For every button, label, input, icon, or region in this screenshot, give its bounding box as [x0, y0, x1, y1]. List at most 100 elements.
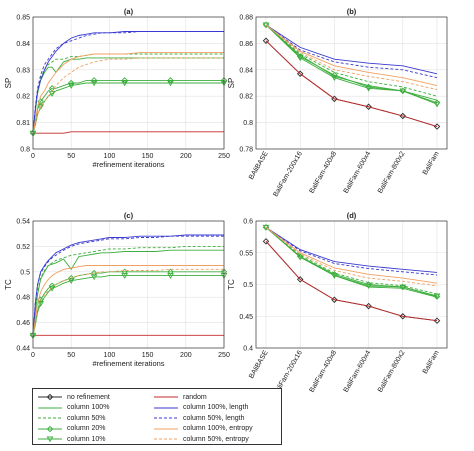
legend-label: column 100%, entropy	[183, 425, 253, 432]
series-line-column-100-entropy	[32, 265, 224, 336]
x-tick-label: 150	[142, 352, 154, 359]
y-tick-label: 0.83	[16, 67, 30, 74]
legend-label: column 50%, entropy	[183, 435, 249, 443]
legend-label: no refinement	[67, 393, 110, 401]
series-line-column-100-entropy	[265, 24, 438, 87]
series-line-column-100-length	[265, 24, 438, 75]
legend-item-no-refinement: no refinement	[37, 392, 110, 402]
marker-column-20	[167, 268, 174, 276]
series-line-column-100	[32, 249, 224, 336]
axes-frame	[255, 220, 448, 349]
y-axis-label: SP	[4, 78, 13, 89]
legend-label: column 50%	[67, 414, 106, 422]
marker-column-10	[167, 273, 174, 279]
y-axis-label: SP	[227, 78, 236, 89]
y-tick-label: 0.8	[20, 147, 30, 154]
series-line-column-100-length	[32, 234, 224, 336]
axes-frame	[32, 220, 225, 349]
y-axis-label: TC	[4, 279, 13, 290]
legend-swatch	[154, 417, 178, 419]
legend-swatch	[38, 425, 62, 432]
marker-column-10	[399, 284, 407, 291]
series-line-column-50-entropy	[265, 24, 438, 91]
legend-swatch	[38, 407, 62, 408]
series-line-column-20	[32, 79, 224, 134]
series-line-random	[33, 131, 224, 134]
legend-item-random: random	[153, 392, 207, 402]
x-tick-label: BaliFam-800x2	[377, 349, 407, 393]
marker-column-10	[90, 274, 98, 281]
y-tick-label: 0.84	[16, 41, 30, 48]
x-tick-label: BaliFam-200x16	[272, 150, 304, 198]
x-tick-label: BAliBASE	[248, 150, 270, 181]
x-tick-label: 250	[218, 352, 230, 359]
x-tick-label: BaliFam-400x8	[309, 150, 339, 194]
marker-column-10	[167, 80, 174, 87]
panel-title: (a)	[124, 7, 134, 16]
x-tick-label: BAliBASE	[248, 349, 270, 380]
y-tick-label: 0.52	[16, 244, 30, 251]
legend-swatch	[38, 393, 62, 401]
legend-swatch	[38, 436, 62, 443]
legend-label: random	[183, 393, 207, 401]
x-tick-label: BaliFam-400x8	[309, 349, 339, 393]
marker-column-10	[67, 278, 75, 284]
series-line-column-100-entropy	[32, 52, 224, 134]
series-line-column-50-entropy	[32, 57, 224, 134]
series-line-column-20	[32, 271, 224, 336]
marker-no-refinement	[262, 238, 270, 245]
legend-marker	[46, 425, 54, 432]
y-tick-label: 0.55	[239, 250, 253, 257]
chart-panel-0: 0.8 0.81 0.82 0.83 0.84 0.85 0 50 100 150 200 250 #r…	[4, 7, 230, 169]
x-tick-label: BaliFam-600x4	[343, 349, 373, 393]
legend: no refinement random column 100% column 100…	[32, 388, 282, 445]
marker-column-10	[121, 273, 129, 279]
legend-swatch	[154, 407, 178, 408]
legend-label: column 50%, length	[183, 414, 245, 422]
legend-item-column-100: column 100%	[37, 403, 109, 413]
y-tick-label: 0.54	[16, 219, 30, 226]
marker-column-10	[37, 104, 45, 111]
y-tick-label: 0.8	[243, 120, 253, 127]
marker-column-10	[121, 80, 129, 87]
series-line-column-50-length	[265, 24, 438, 79]
x-tick-label: BaliFam	[422, 150, 441, 176]
series-line-column-50-length	[32, 235, 224, 336]
marker-no-refinement	[365, 302, 372, 310]
x-axis-label: #refinement iterations	[92, 359, 164, 368]
marker-column-20	[90, 269, 98, 277]
legend-swatch	[154, 396, 178, 398]
x-tick-label: 150	[142, 153, 154, 160]
marker-no-refinement	[296, 70, 304, 77]
legend-swatch	[38, 417, 62, 419]
y-tick-label: 0.81	[16, 120, 30, 127]
series-line-column-50	[265, 24, 438, 97]
legend-label: column 100%, length	[183, 404, 249, 411]
marker-column-10	[331, 75, 338, 82]
marker-column-10	[399, 88, 407, 95]
marker-column-10	[365, 85, 372, 92]
legend-item-column-100-entropy: column 100%, entropy	[153, 424, 253, 434]
legend-swatch	[154, 428, 178, 429]
legend-label: column 20%	[67, 425, 106, 432]
x-tick-label: 100	[104, 352, 116, 359]
panel-title: (b)	[347, 7, 357, 16]
series-line-column-100	[265, 227, 438, 298]
x-tick-label: 0	[31, 153, 35, 160]
legend-item-column-50-length: column 50%, length	[153, 413, 244, 423]
series-line-column-10	[32, 82, 224, 134]
axes-frame	[255, 16, 448, 150]
y-axis-label: TC	[227, 279, 236, 290]
series-line-column-10	[32, 275, 224, 336]
series-line-column-10	[265, 24, 438, 105]
y-tick-label: 0.6	[243, 219, 253, 226]
series-line-column-100	[32, 57, 224, 134]
series-line-column-50-entropy	[265, 227, 438, 287]
series-line-column-100-length	[265, 227, 438, 273]
x-tick-label: BaliFam	[422, 349, 441, 375]
x-axis-label: #refinement iterations	[92, 160, 164, 169]
x-tick-label: BaliFam-600x4	[343, 150, 373, 194]
marker-column-10	[296, 254, 304, 261]
series-line-column-20	[265, 24, 438, 104]
